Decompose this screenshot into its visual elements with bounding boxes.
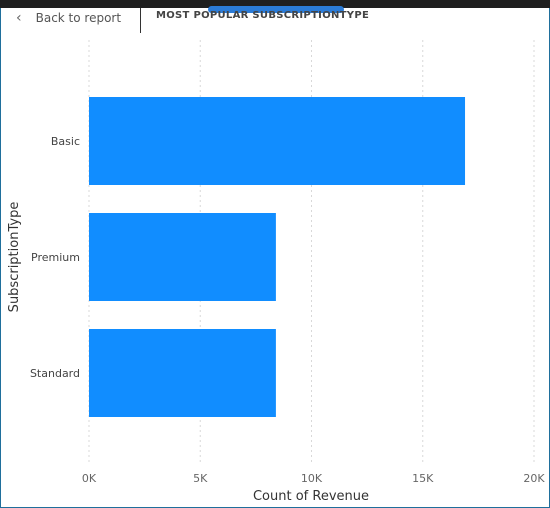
bar-basic[interactable] bbox=[89, 97, 466, 185]
category-label: Standard bbox=[30, 367, 80, 380]
y-axis-categories: Basic Premium Standard bbox=[30, 135, 80, 380]
x-tick-label: 15K bbox=[412, 472, 434, 485]
top-bar bbox=[0, 0, 550, 8]
bars bbox=[89, 97, 466, 417]
header: ‹ Back to report MOST POPULAR SUBSCRIPTI… bbox=[0, 8, 550, 34]
bar-premium[interactable] bbox=[89, 213, 276, 301]
bar-standard[interactable] bbox=[89, 329, 276, 417]
x-axis-ticks: 0K 5K 10K 15K 20K bbox=[82, 472, 545, 485]
y-axis-title: SubscriptionType bbox=[7, 202, 22, 313]
chevron-left-icon: ‹ bbox=[16, 10, 22, 26]
category-label: Basic bbox=[51, 135, 80, 148]
x-tick-label: 5K bbox=[193, 472, 208, 485]
header-divider bbox=[140, 8, 141, 33]
x-tick-label: 20K bbox=[523, 472, 545, 485]
x-tick-label: 10K bbox=[301, 472, 323, 485]
x-tick-label: 0K bbox=[82, 472, 97, 485]
visual-title: MOST POPULAR SUBSCRIPTIONTYPE bbox=[156, 10, 370, 21]
back-to-report-button[interactable]: ‹ Back to report bbox=[16, 8, 121, 28]
focus-mode-indicator bbox=[208, 6, 344, 13]
category-label: Premium bbox=[31, 251, 80, 264]
x-axis-title: Count of Revenue bbox=[253, 489, 369, 504]
back-to-report-label: Back to report bbox=[35, 11, 122, 25]
